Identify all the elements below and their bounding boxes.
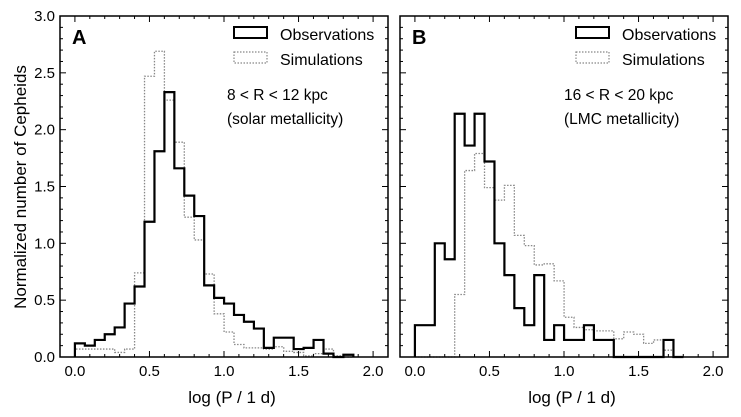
plot-frame (399, 15, 729, 358)
legend-label-simulations: Simulations (280, 52, 363, 69)
panel-B: 0.0 0.5 1.0 1.5 2.0 log (P / 1 d) B Observation… (399, 15, 729, 407)
panel-annotation: (LMC metallicity) (564, 111, 679, 128)
y-tick-label: 3.0 (34, 8, 55, 25)
y-tick-label: 2.5 (34, 65, 55, 82)
y-tick-label: 2.0 (34, 122, 55, 139)
y-tick-label: 1.0 (34, 235, 55, 252)
x-tick-label: 1.5 (288, 363, 309, 380)
legend-label-simulations: Simulations (622, 52, 705, 69)
legend-swatch-observations (233, 26, 268, 39)
legend-label-observations: Observations (280, 27, 374, 44)
x-tick-label: 1.0 (554, 363, 575, 380)
plot-frame (59, 15, 389, 358)
y-axis-label: Normalized number of Cepheids (11, 65, 30, 309)
x-axis-label: log (P / 1 d) (528, 388, 616, 407)
panel-label: A (72, 27, 86, 49)
x-tick-label: 2.0 (703, 363, 724, 380)
y-tick-label: 1.5 (34, 179, 55, 196)
legend-swatch-simulations (575, 51, 610, 64)
legend-swatch-simulations (233, 51, 268, 64)
panel-label: B (412, 27, 426, 49)
x-tick-label: 0.0 (64, 363, 85, 380)
histogram-observations (73, 91, 355, 359)
legend-swatch-observations (575, 26, 610, 39)
legend-label-observations: Observations (622, 27, 716, 44)
x-tick-label: 1.5 (628, 363, 649, 380)
x-tick-label: 2.0 (363, 363, 384, 380)
y-tick-label: 0.0 (34, 349, 55, 366)
histogram-simulations (74, 50, 354, 358)
x-tick-label: 0.5 (139, 363, 160, 380)
panel-annotation: (solar metallicity) (227, 111, 343, 128)
x-tick-label: 0.5 (479, 363, 500, 380)
y-tick-label: 0.5 (34, 292, 55, 309)
histogram-simulations (414, 152, 684, 358)
x-tick-label: 1.0 (214, 363, 235, 380)
panel-annotation: 16 < R < 20 kpc (564, 87, 674, 104)
x-tick-label: 0.0 (404, 363, 425, 380)
panel-A: 0.0 0.5 1.0 1.5 2.0 0.0 0.5 1.0 1.5 2.0 2.5 3.0 log … (34, 8, 389, 407)
panel-annotation: 8 < R < 12 kpc (227, 87, 328, 104)
x-axis-label: log (P / 1 d) (188, 388, 276, 407)
